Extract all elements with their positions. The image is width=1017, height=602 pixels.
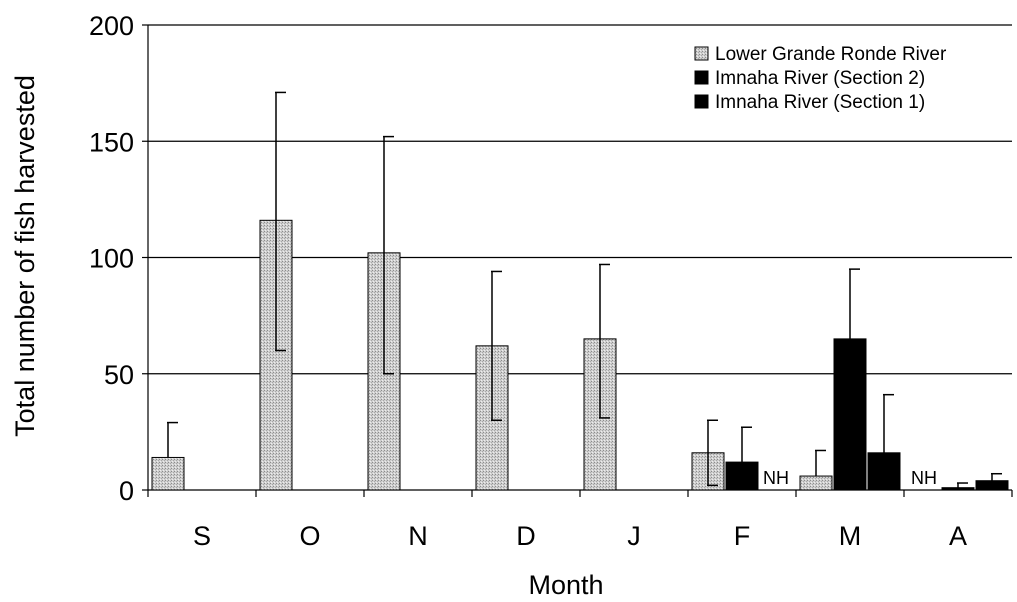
x-tick-label: N [408, 521, 428, 551]
bar [725, 461, 759, 491]
bar [799, 475, 833, 491]
x-axis-title: Month [528, 570, 603, 600]
y-tick-label: 0 [119, 476, 134, 506]
y-tick-label: 100 [89, 244, 134, 274]
no-harvest-label: NH [911, 468, 937, 488]
x-tick-label: O [299, 521, 320, 551]
x-tick-label: J [627, 521, 641, 551]
legend-swatch [694, 46, 709, 61]
bar [833, 338, 867, 491]
legend-label: Imnaha River (Section 2) [715, 68, 925, 89]
bar [975, 480, 1009, 491]
y-tick-label: 150 [89, 127, 134, 157]
bar [867, 452, 901, 491]
x-tick-label: A [949, 521, 967, 551]
bar [151, 456, 185, 491]
x-tick-label: S [193, 521, 211, 551]
legend-background [683, 38, 1003, 124]
legend: Lower Grande Ronde River Imnaha River (Se… [683, 38, 1003, 124]
x-tick-label: F [734, 521, 751, 551]
x-tick-label: M [839, 521, 862, 551]
error-bars [167, 91, 1002, 488]
legend-swatch [694, 94, 709, 109]
y-tick-label: 200 [89, 11, 134, 41]
legend-label: Imnaha River (Section 1) [715, 92, 925, 113]
bars [151, 219, 1009, 491]
no-harvest-label: NH [763, 468, 789, 488]
annotations: NH NH [763, 468, 937, 488]
x-tick-label: D [516, 521, 536, 551]
y-axis-title: Total number of fish harvested [10, 75, 40, 437]
y-tick-label: 50 [104, 360, 134, 390]
legend-swatch [694, 70, 709, 85]
legend-label: Lower Grande Ronde River [715, 44, 947, 65]
bar [941, 487, 975, 491]
